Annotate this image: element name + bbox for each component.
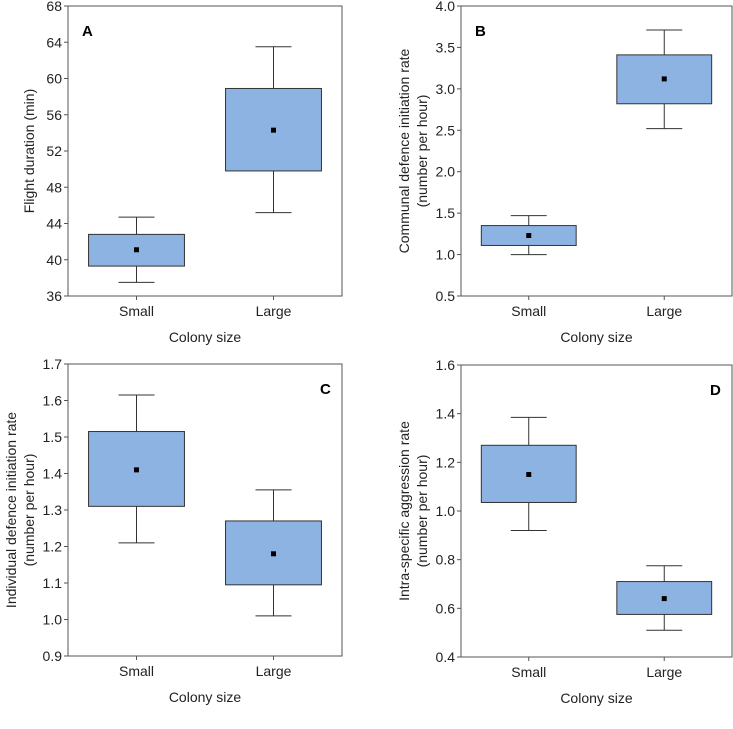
y-axis-label: (number per hour) [21,454,37,567]
y-tick-label: 0.8 [436,552,456,568]
x-tick-label: Large [256,663,292,679]
y-axis-label: (number per hour) [414,455,430,568]
y-tick-label: 1.5 [436,205,456,221]
x-tick-label: Large [646,664,682,680]
plot-frame [460,5,733,297]
y-tick-label: 1.3 [43,502,63,518]
x-tick-label: Large [646,303,682,319]
y-tick-label: 2.5 [436,122,456,138]
y-tick-label: 0.4 [436,649,456,665]
y-tick-label: 1.2 [436,454,456,470]
y-tick-label: 1.0 [436,247,456,263]
mean-marker [526,233,532,239]
x-tick-label: Small [119,303,154,319]
mean-marker [661,76,667,82]
box-small [88,216,185,283]
x-tick-label: Large [256,303,292,319]
y-tick-label: 1.1 [43,575,63,591]
panel-b: 0.5 1.0 1.5 2.0 2.5 3.0 3.5 4.0 Small Large Colony… [396,0,733,345]
x-tick-label: Small [511,303,546,319]
mean-marker [134,247,139,253]
y-tick-label: 52 [46,143,62,159]
y-tick-label: 1.4 [436,406,456,422]
box-large [225,489,322,617]
panel-label: D [710,382,721,399]
x-axis-label: Colony size [169,329,242,345]
y-tick-label: 56 [46,107,62,123]
mean-marker [271,127,276,133]
box-small [480,215,577,256]
x-tick-label: Small [119,663,154,679]
x-axis-label: Colony size [169,689,242,705]
y-tick-label: 1.2 [43,539,63,555]
mean-marker [134,467,139,473]
x-axis-label: Colony size [560,690,633,706]
panel-d: 0.4 0.6 0.8 1.0 1.2 1.4 1.6 Small Large Colony si… [396,357,733,706]
mean-marker [526,472,532,477]
y-tick-label: 1.6 [436,357,456,373]
mean-marker [271,551,276,557]
y-tick-label: 1.5 [43,429,63,445]
panel-a: 36 40 44 48 52 56 60 64 68 Small Large Colony size F… [21,0,343,345]
y-tick-label: 0.5 [436,288,456,304]
panel-label: C [320,381,331,398]
y-tick-label: 60 [46,71,62,87]
plot-frame [67,363,343,657]
panel-c: 0.9 1.0 1.1 1.2 1.3 1.4 1.5 1.6 1.7 Small Large Col… [3,356,343,705]
panel-label: A [82,23,93,40]
y-tick-label: 2.0 [436,164,456,180]
y-axis-label: Flight duration (min) [21,89,37,214]
y-tick-label: 44 [46,216,62,232]
y-tick-label: 1.4 [43,466,63,482]
y-tick-label: 1.6 [43,393,63,409]
box-small [480,416,577,531]
y-tick-label: 64 [46,34,62,50]
y-tick-label: 0.6 [436,600,456,616]
y-tick-label: 48 [46,179,62,195]
y-tick-label: 36 [46,288,62,304]
x-axis-label: Colony size [560,329,633,345]
y-axis-label: (number per hour) [414,95,430,208]
y-tick-label: 1.0 [43,612,63,628]
y-axis-label: Intra-specific aggression rate [396,421,412,601]
box-large [616,29,713,130]
mean-marker [661,596,667,602]
y-axis-label: Communal defence initiation rate [396,48,412,253]
y-tick-label: 40 [46,252,62,268]
y-tick-label: 3.5 [436,39,456,55]
x-tick-label: Small [511,664,546,680]
box-large [225,46,322,214]
y-tick-label: 68 [46,0,62,14]
y-tick-label: 1.0 [436,503,456,519]
y-tick-label: 1.7 [43,356,63,372]
panel-label: B [475,23,486,40]
y-tick-label: 0.9 [43,648,63,664]
y-axis-label: Individual defence initiation rate [3,412,19,608]
y-tick-label: 3.0 [436,81,456,97]
y-tick-label: 4.0 [436,0,456,14]
box-small [88,394,185,544]
box-large [616,565,713,631]
